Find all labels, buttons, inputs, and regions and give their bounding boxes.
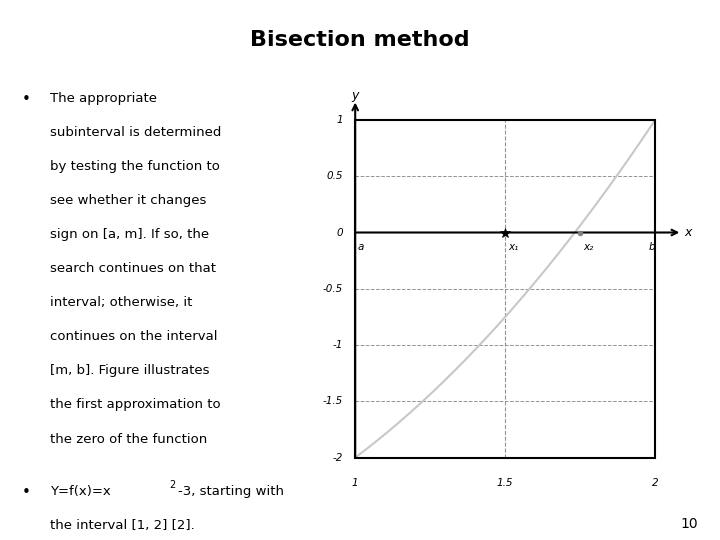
Text: continues on the interval: continues on the interval bbox=[50, 330, 218, 343]
Text: 0.5: 0.5 bbox=[327, 171, 343, 181]
Text: see whether it changes: see whether it changes bbox=[50, 194, 207, 207]
Bar bbox=[355, 120, 655, 457]
Text: 2: 2 bbox=[652, 478, 659, 488]
Text: [m, b]. Figure illustrates: [m, b]. Figure illustrates bbox=[50, 364, 210, 377]
Text: •: • bbox=[22, 485, 30, 501]
Text: 1: 1 bbox=[336, 115, 343, 125]
Text: interval; otherwise, it: interval; otherwise, it bbox=[50, 296, 193, 309]
Text: the first approximation to: the first approximation to bbox=[50, 399, 221, 411]
Text: the interval [1, 2] [2].: the interval [1, 2] [2]. bbox=[50, 519, 195, 532]
Text: 2: 2 bbox=[169, 480, 176, 490]
Text: a: a bbox=[358, 241, 364, 252]
Text: x: x bbox=[685, 226, 692, 239]
Text: 10: 10 bbox=[681, 517, 698, 531]
Text: x₂: x₂ bbox=[583, 241, 593, 252]
Text: search continues on that: search continues on that bbox=[50, 262, 217, 275]
Text: -0.5: -0.5 bbox=[323, 284, 343, 294]
Text: y: y bbox=[351, 89, 359, 102]
Text: -2: -2 bbox=[333, 453, 343, 463]
Text: 0: 0 bbox=[336, 227, 343, 238]
Text: The appropriate: The appropriate bbox=[50, 92, 158, 105]
Text: 1.5: 1.5 bbox=[497, 478, 513, 488]
Text: 1: 1 bbox=[352, 478, 359, 488]
Text: the zero of the function: the zero of the function bbox=[50, 433, 207, 446]
Text: -3, starting with: -3, starting with bbox=[178, 485, 284, 498]
Text: -1.5: -1.5 bbox=[323, 396, 343, 406]
Text: sign on [a, m]. If so, the: sign on [a, m]. If so, the bbox=[50, 228, 210, 241]
Text: -1: -1 bbox=[333, 340, 343, 350]
Text: Y=f(x)=x: Y=f(x)=x bbox=[50, 485, 111, 498]
Text: subinterval is determined: subinterval is determined bbox=[50, 126, 222, 139]
Text: by testing the function to: by testing the function to bbox=[50, 160, 220, 173]
Text: Bisection method: Bisection method bbox=[250, 30, 470, 51]
Text: •: • bbox=[22, 92, 30, 106]
Text: x₁: x₁ bbox=[508, 241, 518, 252]
Text: b: b bbox=[649, 241, 655, 252]
